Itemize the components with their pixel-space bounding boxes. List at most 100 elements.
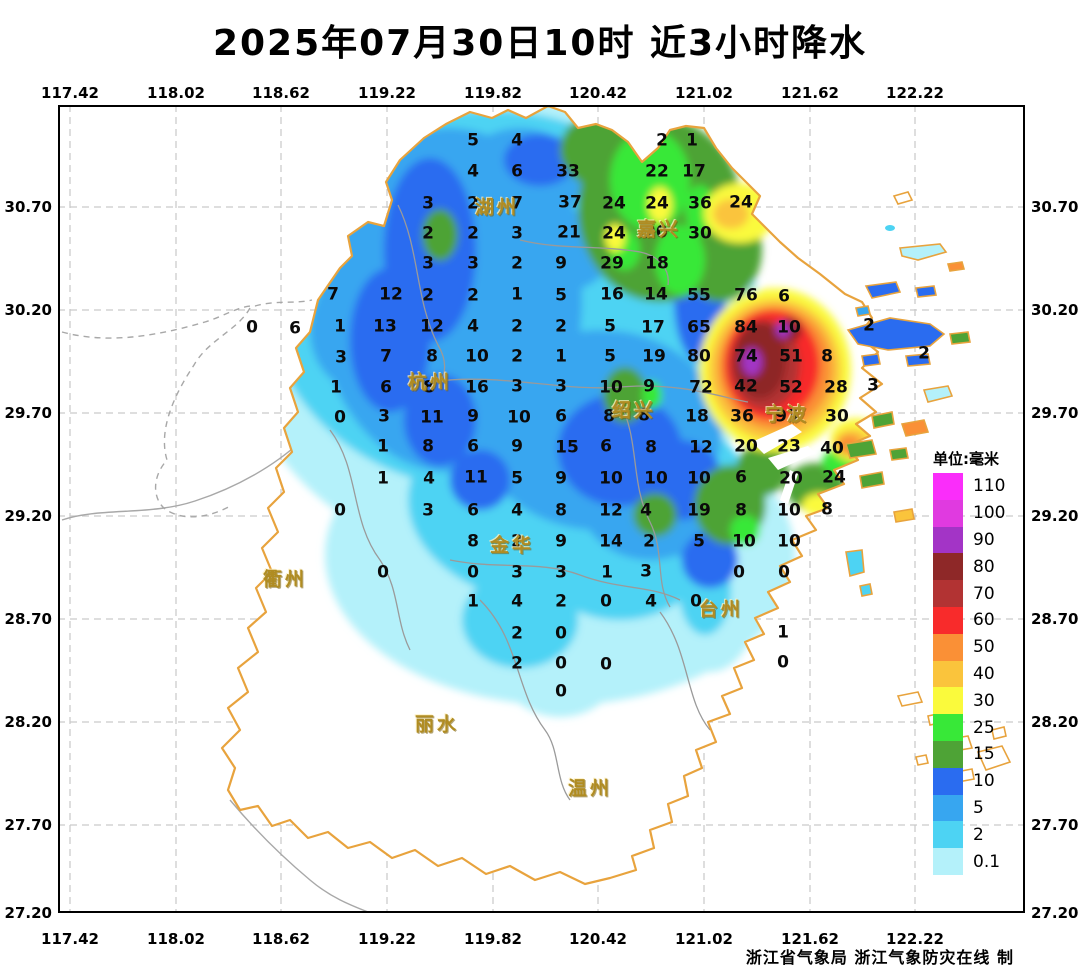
prefecture-boundaries (329, 204, 749, 801)
station-value: 2 (511, 531, 523, 552)
station-value: 1 (555, 346, 567, 367)
legend-swatch-10 (933, 767, 963, 795)
station-value: 0 (600, 654, 612, 675)
station-value: 8 (555, 500, 567, 521)
legend-row: 100 (933, 499, 1038, 527)
station-value: 0 (733, 562, 745, 583)
station-value: 4 (511, 500, 523, 521)
station-value: 2 (555, 591, 567, 612)
lon-tick-top-3: 119.22 (358, 84, 416, 102)
legend-label: 10 (973, 771, 995, 792)
station-value: 84 (734, 317, 758, 338)
station-value: 55 (687, 285, 711, 306)
station-value: 74 (734, 346, 758, 367)
legend-swatch-30 (933, 687, 963, 715)
lat-tick-right-4: 28.70 (1031, 610, 1079, 628)
station-value: 2 (511, 623, 523, 644)
station-value: 4 (467, 316, 479, 337)
lon-tick-bottom-8: 122.22 (886, 930, 944, 948)
lat-tick-right-0: 30.70 (1031, 198, 1079, 216)
station-value: 2 (467, 193, 479, 214)
station-value: 2 (511, 316, 523, 337)
legend-swatch-15 (933, 740, 963, 768)
legend-label: 110 (973, 476, 1006, 497)
station-value: 19 (642, 346, 666, 367)
station-value: 11 (420, 407, 444, 428)
station-value: 19 (687, 500, 711, 521)
station-value: 3 (422, 253, 434, 274)
station-value: 2 (863, 315, 875, 336)
city-label-杭州: 杭州 (407, 371, 453, 394)
station-value: 12 (420, 316, 444, 337)
station-value: 16 (600, 284, 624, 305)
station-value: 1 (377, 468, 389, 489)
legend-label: 30 (973, 690, 995, 711)
lat-tick-left-4: 28.70 (4, 610, 52, 628)
station-value: 15 (555, 437, 579, 458)
station-value: 5 (511, 468, 523, 489)
legend-label: 15 (973, 744, 995, 765)
station-value: 4 (511, 591, 523, 612)
station-value: 10 (732, 531, 756, 552)
station-value: 8 (821, 346, 833, 367)
station-value: 0 (334, 500, 346, 521)
station-value: 4 (423, 468, 435, 489)
station-value: 4 (645, 591, 657, 612)
city-label-温州: 温州 (567, 777, 613, 800)
station-value: 3 (422, 500, 434, 521)
station-value: 76 (734, 285, 758, 306)
station-value: 1 (467, 591, 479, 612)
station-value: 0 (777, 652, 789, 673)
coastal-inlets (752, 424, 815, 504)
station-value: 37 (558, 192, 582, 213)
station-value: 2 (656, 130, 668, 151)
station-value: 14 (599, 531, 623, 552)
lat-tick-right-5: 28.20 (1031, 713, 1079, 731)
legend-label: 80 (973, 556, 995, 577)
station-value: 0 (246, 317, 258, 338)
lat-tick-right-1: 30.20 (1031, 301, 1079, 319)
station-value: 6 (467, 500, 479, 521)
station-value: 23 (777, 436, 801, 457)
station-value: 14 (644, 284, 668, 305)
legend-swatch-80 (933, 553, 963, 581)
station-value: 6 (778, 286, 790, 307)
station-value: 2 (643, 531, 655, 552)
legend-swatch-110 (933, 473, 963, 500)
legend-swatch-5 (933, 794, 963, 822)
lat-tick-right-7: 27.20 (1031, 904, 1079, 922)
city-label-台州: 台州 (698, 598, 744, 621)
station-value: 11 (464, 467, 488, 488)
station-value: 4 (640, 500, 652, 521)
station-value: 12 (379, 284, 403, 305)
station-value: 17 (641, 317, 665, 338)
legend-row: 90 (933, 526, 1038, 554)
legend: 单位:毫米 110 100 90 80 70 60 50 40 30 25 15 10 5 2 0.1 (933, 448, 1038, 875)
legend-label: 0.1 (973, 851, 1001, 872)
lon-tick-top-1: 118.02 (147, 84, 205, 102)
legend-row: 2 (933, 821, 1038, 849)
station-value: 8 (603, 406, 615, 427)
station-value: 24 (602, 223, 626, 244)
outside-boundaries (61, 299, 368, 911)
station-value: 3 (511, 223, 523, 244)
station-value: 36 (688, 193, 712, 214)
station-value: 8 (735, 500, 747, 521)
station-value: 8 (645, 437, 657, 458)
station-value: 18 (685, 406, 709, 427)
station-value: 8 (821, 499, 833, 520)
station-value: 20 (734, 436, 758, 457)
station-value: 3 (555, 562, 567, 583)
station-value: 21 (557, 222, 581, 243)
station-value: 2 (422, 223, 434, 244)
station-value: 16 (465, 377, 489, 398)
legend-label: 5 (973, 797, 984, 818)
station-value: 8 (638, 405, 650, 426)
legend-swatch-90 (933, 526, 963, 554)
station-value: 5 (604, 316, 616, 337)
station-value: 0 (377, 562, 389, 583)
station-value: 51 (779, 346, 803, 367)
legend-label: 100 (973, 503, 1006, 524)
station-value: 6 (600, 436, 612, 457)
station-value: 2 (467, 223, 479, 244)
